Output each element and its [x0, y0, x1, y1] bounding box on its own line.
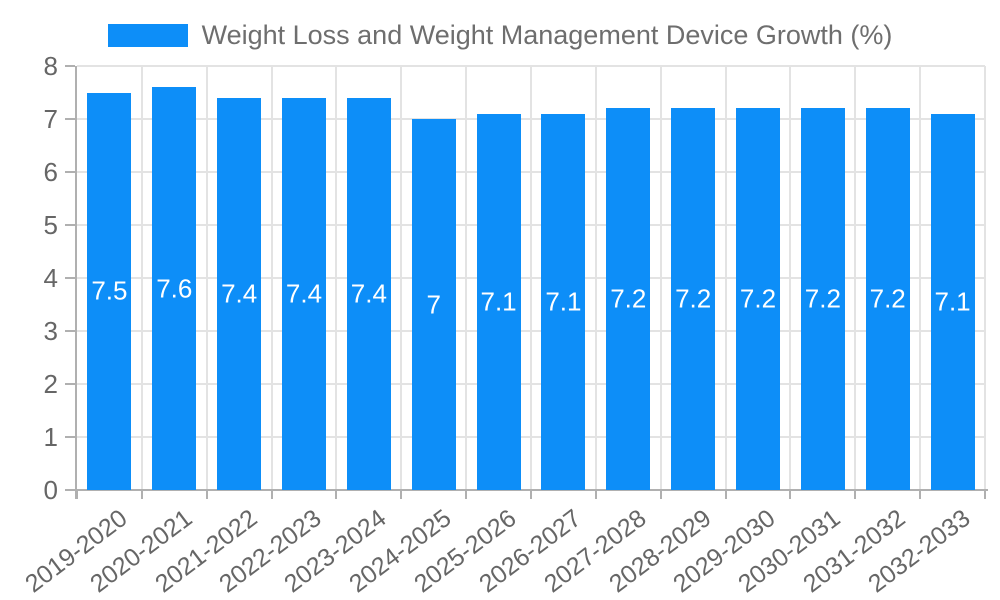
gridline-vertical [140, 66, 143, 490]
x-axis-tick [205, 490, 208, 499]
bar[interactable]: 7.1 [476, 113, 521, 490]
gridline-vertical [854, 66, 857, 490]
x-axis-tick [335, 490, 338, 499]
chart-legend[interactable]: Weight Loss and Weight Management Device… [0, 20, 1000, 51]
x-axis-tick [854, 490, 857, 499]
y-axis-tick [65, 171, 75, 173]
bar-value-label: 7.2 [869, 283, 906, 314]
x-axis-tick [270, 490, 273, 499]
bar[interactable]: 7 [411, 119, 456, 490]
gridline-vertical [270, 66, 273, 490]
bar-value-label: 7.5 [91, 275, 128, 306]
bar-value-label: 7.4 [221, 278, 258, 309]
x-axis-tick [400, 490, 403, 499]
y-tick-label: 7 [43, 104, 58, 134]
y-axis-tick [65, 436, 75, 438]
bar-value-label: 7 [426, 289, 441, 319]
legend-label[interactable]: Weight Loss and Weight Management Device… [201, 20, 893, 50]
legend-swatch[interactable] [107, 24, 188, 47]
y-axis-tick [65, 489, 75, 491]
x-axis-tick [76, 490, 78, 499]
x-axis-tick [919, 490, 922, 499]
bar[interactable]: 7.2 [865, 108, 910, 490]
y-axis-tick [65, 383, 75, 385]
gridline-vertical [530, 66, 532, 490]
gridline-vertical [594, 66, 597, 490]
bar[interactable]: 7.6 [152, 87, 197, 490]
bar[interactable]: 7.2 [671, 108, 716, 490]
bar[interactable]: 7.2 [800, 108, 845, 490]
bar[interactable]: 7.1 [930, 113, 975, 490]
x-axis-tick [530, 490, 532, 499]
gridline-vertical [789, 66, 792, 490]
bar-value-label: 7.2 [610, 283, 647, 314]
bar[interactable]: 7.4 [346, 97, 391, 490]
x-axis-tick [465, 490, 468, 499]
bar[interactable]: 7.2 [736, 108, 780, 490]
y-axis-tick [65, 330, 75, 332]
x-axis-tick [140, 490, 143, 499]
y-tick-label: 1 [43, 422, 58, 452]
bar[interactable]: 7.5 [87, 92, 132, 490]
gridline-vertical [984, 66, 986, 490]
gridline-vertical [335, 66, 338, 490]
y-axis-tick [65, 118, 75, 120]
y-tick-label: 6 [43, 157, 58, 187]
x-axis-tick [659, 490, 662, 499]
gridline-vertical [205, 66, 208, 490]
y-tick-label: 3 [43, 316, 58, 346]
bar-value-label: 7.1 [934, 286, 971, 317]
bar-value-label: 7.2 [739, 283, 777, 314]
x-axis-tick [594, 490, 597, 499]
y-tick-label: 8 [43, 51, 58, 81]
gridline-vertical [465, 66, 468, 490]
bar-value-label: 7.4 [285, 278, 323, 309]
gridline-vertical [400, 66, 403, 490]
bar-value-label: 7.1 [480, 286, 517, 317]
y-axis-tick [65, 65, 75, 67]
x-axis-tick [789, 490, 792, 499]
y-tick-label: 5 [43, 210, 58, 240]
y-axis-tick [65, 277, 75, 279]
bar-value-label: 7.2 [675, 283, 712, 314]
bar[interactable]: 7.2 [606, 108, 651, 490]
x-axis-tick [724, 490, 727, 499]
y-tick-label: 2 [43, 369, 58, 399]
y-axis-tick [65, 224, 75, 226]
bar[interactable]: 7.4 [282, 97, 326, 490]
y-axis-line [75, 66, 77, 499]
x-axis-tick [984, 490, 986, 499]
bar-value-label: 7.4 [350, 278, 387, 309]
bar-value-label: 7.2 [804, 283, 841, 314]
bar[interactable]: 7.1 [541, 113, 586, 490]
x-axis-line [67, 489, 988, 491]
y-tick-label: 0 [43, 475, 58, 505]
bar[interactable]: 7.4 [217, 97, 262, 490]
gridline-vertical [659, 66, 662, 490]
y-tick-label: 4 [43, 263, 58, 293]
gridline-vertical [919, 66, 922, 490]
bar-value-label: 7.1 [545, 286, 582, 317]
bar-value-label: 7.6 [156, 273, 193, 304]
gridline-vertical [724, 66, 727, 490]
